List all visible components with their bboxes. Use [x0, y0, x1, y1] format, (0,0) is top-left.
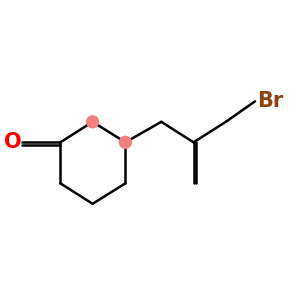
Circle shape — [119, 136, 132, 149]
Text: O: O — [4, 132, 22, 152]
Text: Br: Br — [258, 91, 284, 111]
Circle shape — [86, 115, 99, 128]
